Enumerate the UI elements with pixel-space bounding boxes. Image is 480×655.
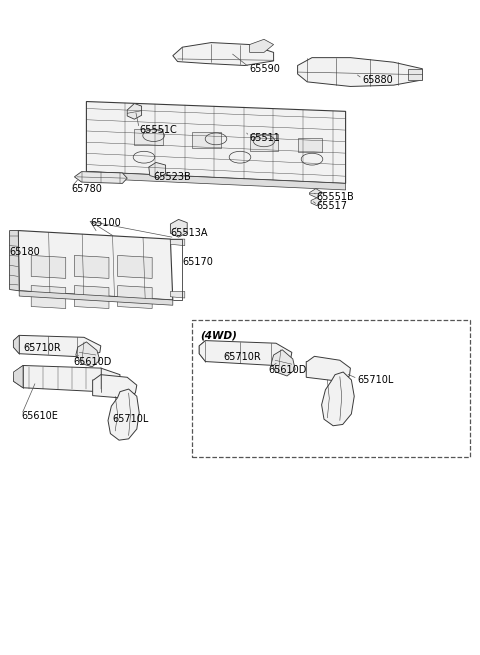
- Polygon shape: [306, 356, 350, 381]
- Text: 65511: 65511: [250, 132, 280, 143]
- Polygon shape: [192, 132, 221, 148]
- Polygon shape: [173, 43, 274, 66]
- Polygon shape: [271, 350, 295, 376]
- Text: 65590: 65590: [250, 64, 280, 74]
- Polygon shape: [310, 189, 323, 198]
- Text: 65710R: 65710R: [23, 343, 61, 354]
- Polygon shape: [31, 255, 66, 278]
- Polygon shape: [74, 255, 109, 278]
- Polygon shape: [298, 138, 322, 152]
- Polygon shape: [13, 365, 120, 392]
- Polygon shape: [74, 286, 109, 309]
- Text: 65100: 65100: [90, 217, 121, 228]
- Polygon shape: [13, 335, 101, 357]
- Text: 65710L: 65710L: [113, 414, 149, 424]
- Polygon shape: [108, 389, 139, 440]
- Polygon shape: [31, 286, 66, 309]
- Polygon shape: [322, 372, 354, 426]
- Polygon shape: [199, 341, 205, 362]
- Polygon shape: [170, 291, 185, 298]
- Polygon shape: [74, 172, 127, 183]
- Text: 65780: 65780: [71, 183, 102, 194]
- Polygon shape: [149, 162, 166, 178]
- Polygon shape: [170, 219, 187, 237]
- Text: 65610E: 65610E: [22, 411, 59, 421]
- Polygon shape: [127, 103, 142, 119]
- Polygon shape: [13, 335, 19, 354]
- Polygon shape: [118, 286, 152, 309]
- Polygon shape: [76, 342, 100, 367]
- Text: 65517: 65517: [317, 201, 348, 212]
- Polygon shape: [298, 58, 422, 86]
- Polygon shape: [250, 134, 278, 151]
- Text: 65170: 65170: [182, 257, 213, 267]
- Polygon shape: [170, 239, 185, 246]
- Text: 65880: 65880: [362, 75, 393, 85]
- Text: (4WD): (4WD): [201, 330, 238, 341]
- Polygon shape: [93, 375, 137, 398]
- Polygon shape: [86, 102, 346, 183]
- Polygon shape: [134, 129, 163, 145]
- Polygon shape: [311, 198, 322, 206]
- Bar: [192, 320, 470, 457]
- Text: 65180: 65180: [10, 247, 40, 257]
- Text: 65551C: 65551C: [139, 124, 177, 135]
- Polygon shape: [408, 69, 422, 80]
- Polygon shape: [18, 231, 173, 300]
- Polygon shape: [10, 231, 19, 291]
- Text: 65513A: 65513A: [170, 227, 208, 238]
- Text: 65523B: 65523B: [154, 172, 192, 182]
- Polygon shape: [19, 291, 173, 305]
- Text: 65710L: 65710L: [358, 375, 394, 385]
- Polygon shape: [118, 255, 152, 278]
- Text: 65710R: 65710R: [223, 352, 261, 362]
- Polygon shape: [250, 39, 274, 52]
- Polygon shape: [86, 172, 346, 190]
- Text: 65551B: 65551B: [317, 191, 355, 202]
- Polygon shape: [199, 341, 292, 365]
- Text: 65610D: 65610D: [269, 365, 307, 375]
- Polygon shape: [13, 365, 23, 388]
- Text: 65610D: 65610D: [73, 356, 111, 367]
